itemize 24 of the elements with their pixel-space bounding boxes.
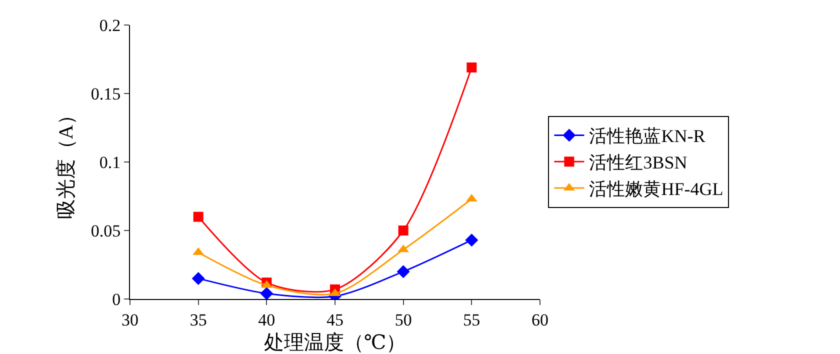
point — [466, 62, 477, 72]
legend-label: 活性嫩黄HF-4GL — [589, 179, 724, 200]
legend-label: 活性艳蓝KN-R — [589, 126, 706, 146]
x-tick-label: 30 — [122, 310, 138, 330]
point — [465, 234, 478, 247]
point — [260, 287, 274, 299]
x-tick-label: 60 — [532, 310, 548, 330]
x-tick-label: 35 — [190, 310, 207, 330]
y-tick-label: 0.05 — [90, 221, 121, 240]
x-tick-label: 45 — [326, 310, 344, 330]
x-tick-label: 50 — [394, 310, 412, 330]
y-tick-label: 0 — [112, 290, 121, 309]
y-tick-label: 0.15 — [90, 84, 121, 104]
y-tick-label: 0.1 — [99, 152, 121, 172]
x-tick-label: 40 — [258, 310, 276, 330]
y-axis-title: 吸光度（A） — [55, 104, 78, 220]
x-tick-label: 55 — [463, 310, 480, 330]
y-tick-label: 0.2 — [99, 16, 121, 35]
legend-label: 活性红3BSN — [589, 152, 688, 173]
point — [192, 272, 205, 285]
point — [398, 226, 408, 236]
x-axis-title: 处理温度（℃） — [264, 332, 406, 354]
point — [193, 212, 204, 222]
point — [396, 265, 410, 278]
